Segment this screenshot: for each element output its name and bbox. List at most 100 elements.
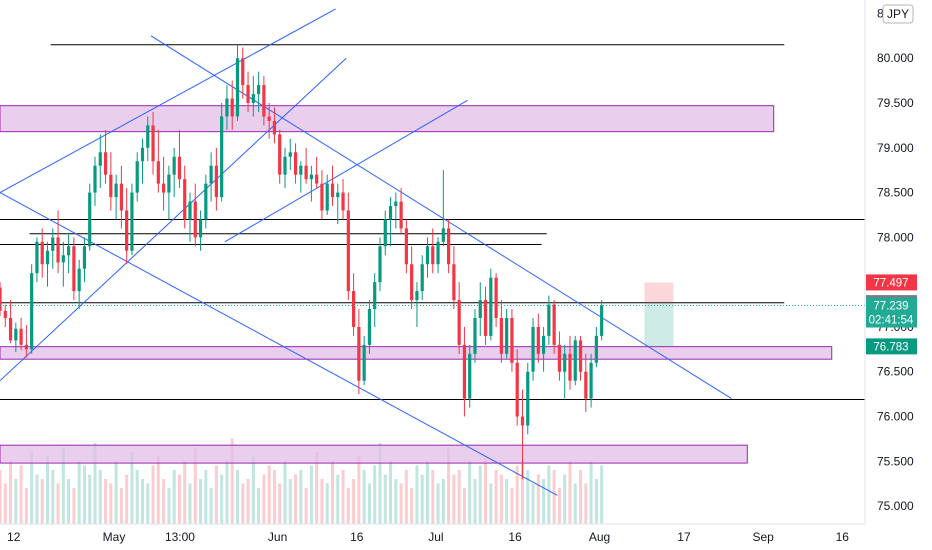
- volume-bar: [61, 447, 65, 524]
- candle-body: [299, 165, 303, 175]
- candle-body: [140, 147, 145, 162]
- candle-body: [246, 85, 250, 104]
- volume-bar: [547, 465, 551, 524]
- zone-rect-1[interactable]: [0, 105, 775, 133]
- candle: [214, 147, 218, 211]
- trend-line-4[interactable]: [0, 192, 558, 496]
- trend-line-1[interactable]: [0, 8, 336, 194]
- candle: [388, 197, 393, 247]
- candle-body: [557, 344, 562, 372]
- volume-bar: [594, 479, 598, 524]
- candle-body: [177, 156, 182, 180]
- trend-line-2[interactable]: [0, 57, 347, 382]
- volume-bar: [72, 488, 76, 524]
- candle-body: [441, 228, 445, 242]
- y-tick-label: 76.500: [877, 365, 914, 379]
- trend-line-5[interactable]: [224, 99, 468, 243]
- candle: [568, 335, 572, 390]
- candle: [594, 326, 598, 368]
- volume-bar: [447, 447, 451, 524]
- currency-label-box[interactable]: JPY: [882, 4, 914, 24]
- candle: [373, 273, 377, 327]
- candle-body: [420, 264, 424, 292]
- position-stop-zone[interactable]: [644, 282, 674, 304]
- volume-bar: [82, 465, 86, 524]
- candle: [198, 210, 203, 251]
- volume-bar: [410, 488, 414, 524]
- candle: [315, 156, 319, 189]
- candle-body: [452, 264, 456, 301]
- candle-body: [547, 304, 551, 336]
- volume-bar: [40, 479, 44, 524]
- x-tick-label: 17: [677, 530, 691, 544]
- time-axis[interactable]: 12 May 13:00 Jun 16 Jul 16 Aug 17 Sep 16: [7, 530, 849, 544]
- candle-body: [198, 219, 203, 238]
- volume-bar: [383, 474, 387, 524]
- candle-body: [341, 192, 345, 211]
- x-tick-label: Aug: [589, 530, 610, 544]
- candle: [573, 335, 577, 386]
- candle-body: [531, 326, 535, 372]
- candle-body: [584, 371, 588, 399]
- zone-rect-3[interactable]: [0, 444, 748, 464]
- zone-rect-2[interactable]: [0, 346, 833, 360]
- y-tick-label: 78.500: [877, 186, 914, 200]
- candle-body: [14, 328, 18, 341]
- candle: [40, 228, 44, 278]
- candle-body: [436, 241, 440, 265]
- volume-bar: [515, 465, 519, 524]
- volume-bar: [135, 470, 139, 524]
- candle-body: [61, 255, 65, 263]
- candle: [146, 116, 150, 162]
- candle-body: [130, 192, 134, 251]
- candle-body: [220, 116, 224, 198]
- volume-bar: [563, 474, 567, 524]
- candle-body: [373, 282, 377, 310]
- volume-bar: [336, 474, 340, 524]
- candle: [230, 80, 234, 130]
- candle: [452, 246, 456, 310]
- candle: [462, 326, 467, 417]
- price-badge-value: 76.783: [873, 341, 908, 353]
- candle: [56, 210, 60, 274]
- volume-bar: [462, 488, 466, 524]
- volume-bar: [415, 465, 419, 524]
- candle: [24, 325, 28, 358]
- volume-bar: [341, 470, 345, 524]
- candle: [172, 147, 176, 198]
- candle: [541, 326, 546, 372]
- volume-bar: [473, 479, 477, 524]
- candle: [563, 344, 567, 399]
- candle-body: [214, 165, 218, 198]
- candle-body: [367, 309, 372, 345]
- candle-body: [82, 246, 87, 269]
- candle-body: [119, 183, 123, 211]
- candle: [600, 300, 604, 341]
- volume-bar: [246, 479, 250, 524]
- volume-bar: [45, 456, 49, 524]
- candle-body: [88, 192, 92, 247]
- volume-bar: [425, 461, 429, 524]
- candle-body: [431, 246, 435, 265]
- candle: [225, 85, 229, 130]
- candle: [578, 335, 583, 381]
- candle-body: [93, 165, 97, 193]
- candle: [98, 134, 102, 189]
- volume-bar: [9, 461, 13, 524]
- candle: [183, 165, 187, 229]
- candle: [367, 300, 372, 354]
- candle: [14, 322, 18, 353]
- candle-body: [478, 300, 482, 318]
- candle-body: [51, 237, 55, 251]
- candle: [267, 103, 271, 139]
- position-target-zone[interactable]: [644, 303, 674, 347]
- volume-bar: [436, 483, 440, 524]
- y-tick-label: 80.000: [877, 51, 914, 65]
- position-tool[interactable]: [644, 282, 674, 347]
- price-badge-upper: 77.497: [866, 274, 917, 291]
- candle-body: [309, 174, 313, 180]
- candle-body: [499, 317, 503, 354]
